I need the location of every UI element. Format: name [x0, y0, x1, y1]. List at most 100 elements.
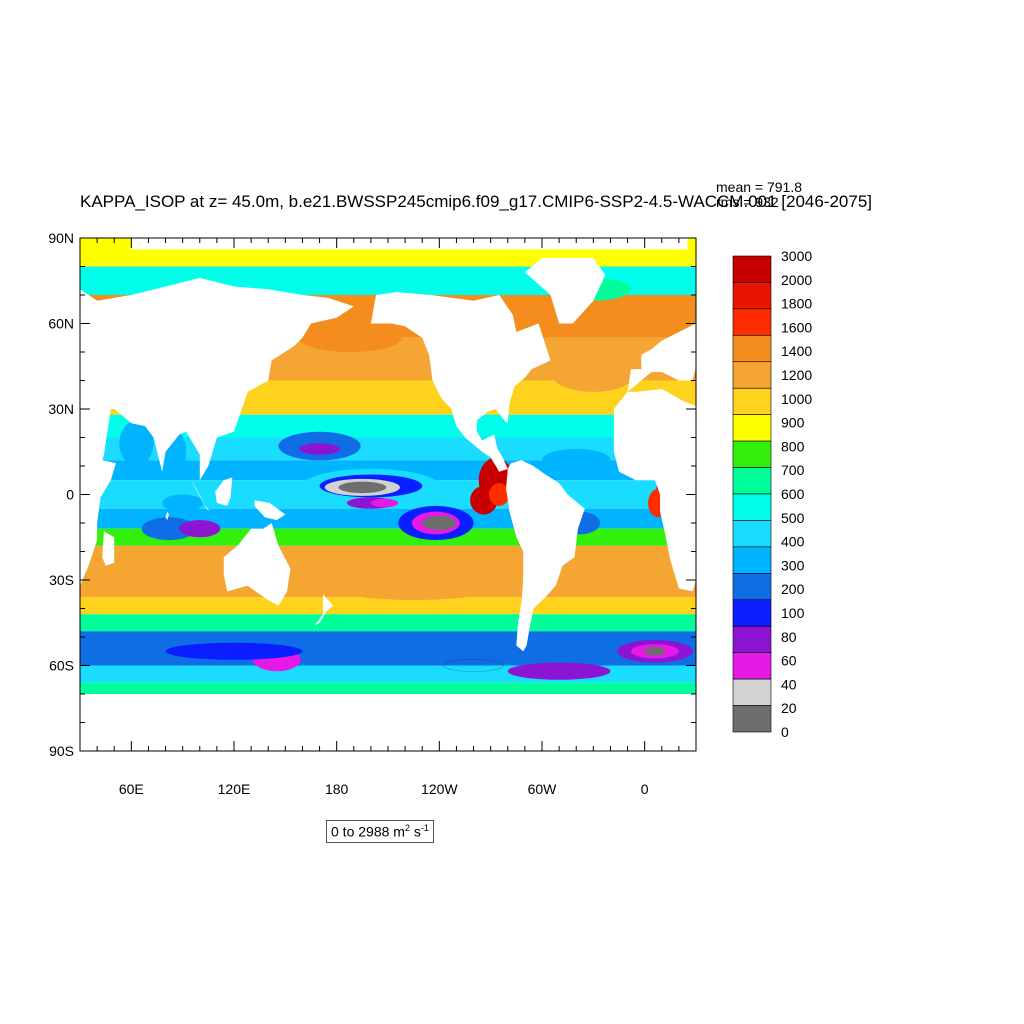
ocean-feature — [644, 646, 666, 656]
stat-mean: mean = 791.8 — [716, 179, 803, 195]
land-polygon — [80, 352, 132, 395]
ocean-feature — [488, 483, 510, 506]
ocean-feature — [141, 517, 197, 541]
colorbar-box — [732, 282, 772, 310]
colorbar-box — [732, 361, 772, 389]
land-mask — [80, 257, 696, 652]
colorbar-label: 1000 — [781, 391, 812, 407]
colorbar — [732, 255, 772, 733]
y-tick-label: 60S — [49, 658, 74, 674]
ocean-feature — [338, 481, 387, 494]
ocean-feature — [542, 448, 611, 472]
ocean-feature — [299, 443, 341, 455]
colorbar-label: 40 — [781, 676, 797, 692]
land-polygon — [506, 460, 585, 652]
colorbar-box — [732, 625, 772, 653]
colorbar-label: 100 — [781, 605, 805, 621]
ocean-band — [80, 437, 696, 461]
colorbar-label: 3000 — [781, 248, 812, 264]
colorbar-label: 400 — [781, 534, 805, 550]
y-tick-label: 0 — [66, 487, 74, 503]
colorbar-label: 1800 — [781, 296, 812, 312]
land-polygon — [80, 277, 354, 586]
ocean-feature — [165, 642, 303, 660]
x-axis-labels: 60E 120E 180 120W 60W 0 — [119, 781, 649, 797]
colorbar-box — [732, 440, 772, 468]
colorbar-box — [732, 652, 772, 680]
units-mid: s — [409, 823, 421, 840]
colorbar-box — [732, 467, 772, 495]
colorbar-label: 700 — [781, 462, 805, 478]
colorbar-box — [732, 599, 772, 627]
ocean-band — [80, 682, 696, 694]
colorbar-label: 20 — [781, 700, 797, 716]
ocean-band — [80, 614, 696, 632]
ocean-feature — [422, 515, 457, 531]
colorbar-label: 80 — [781, 629, 797, 645]
colorbar-box — [732, 520, 772, 548]
stats-block: mean = 791.8 rms = 932 — [716, 180, 802, 210]
x-tick-label: 60W — [528, 781, 558, 797]
ocean-feature — [311, 560, 517, 600]
colorbar-box — [732, 255, 772, 283]
colorbar-box — [732, 573, 772, 601]
land-polygon — [254, 500, 286, 521]
land-polygon — [223, 523, 291, 606]
ocean-feature — [507, 662, 611, 680]
ocean-feature — [126, 562, 223, 598]
land-polygon — [627, 323, 696, 392]
colorbar-box — [732, 308, 772, 336]
colorbar-label: 200 — [781, 581, 805, 597]
colorbar-label: 2000 — [781, 272, 812, 288]
x-tick-label: 60E — [119, 781, 144, 797]
y-tick-label: 90S — [49, 743, 74, 759]
colorbar-box — [732, 546, 772, 574]
colorbar-label: 900 — [781, 415, 805, 431]
colorbar-box — [732, 387, 772, 415]
x-tick-label: 0 — [641, 781, 649, 797]
plot-title: KAPPA_ISOP at z= 45.0m, b.e21.BWSSP245cm… — [80, 192, 873, 211]
axis-ticks — [79, 237, 697, 752]
colorbar-label: 500 — [781, 510, 805, 526]
colorbar-label: 60 — [781, 653, 797, 669]
ocean-feature — [162, 494, 204, 512]
colorbar-labels: 3000200018001600140012001000900800700600… — [781, 248, 812, 740]
land-polygon — [613, 389, 696, 592]
land-polygon — [314, 594, 334, 626]
land-polygon — [165, 511, 169, 521]
colorbar-box — [732, 414, 772, 442]
antarctic-blank — [80, 694, 696, 751]
colorbar-label: 600 — [781, 486, 805, 502]
stat-rms: rms = 932 — [716, 194, 779, 210]
x-tick-label: 120W — [421, 781, 458, 797]
ocean-feature — [552, 357, 635, 392]
land-polygon — [524, 257, 606, 324]
units-exp-1: 2 — [404, 823, 410, 833]
colorbar-box — [732, 493, 772, 521]
land-polygon — [370, 292, 551, 472]
colorbar-label: 0 — [781, 724, 789, 740]
colorbar-box — [732, 678, 772, 706]
y-axis-labels: 90N 60N 30N 0 30S 60S 90S — [48, 230, 74, 759]
x-tick-label: 120E — [218, 781, 251, 797]
land-polygon — [102, 531, 115, 566]
land-polygon — [215, 477, 233, 506]
land-polygon — [191, 480, 211, 512]
colorbar-label: 800 — [781, 438, 805, 454]
ocean-feature — [299, 323, 402, 352]
colorbar-box — [732, 335, 772, 363]
y-tick-label: 90N — [48, 230, 74, 246]
ocean-band — [80, 597, 696, 615]
contour-line — [443, 659, 504, 672]
units-exp-2: -1 — [420, 823, 429, 833]
units-box: 0 to 2988 m2 s-1 — [326, 820, 434, 843]
ocean-feature — [370, 498, 399, 508]
polar-blank — [131, 238, 688, 250]
y-tick-label: 30N — [48, 401, 74, 417]
ocean-feature — [179, 520, 221, 538]
ocean-feature — [596, 562, 693, 598]
ocean-feature — [119, 420, 154, 467]
colorbar-label: 1600 — [781, 319, 812, 335]
y-tick-label: 60N — [48, 316, 74, 332]
